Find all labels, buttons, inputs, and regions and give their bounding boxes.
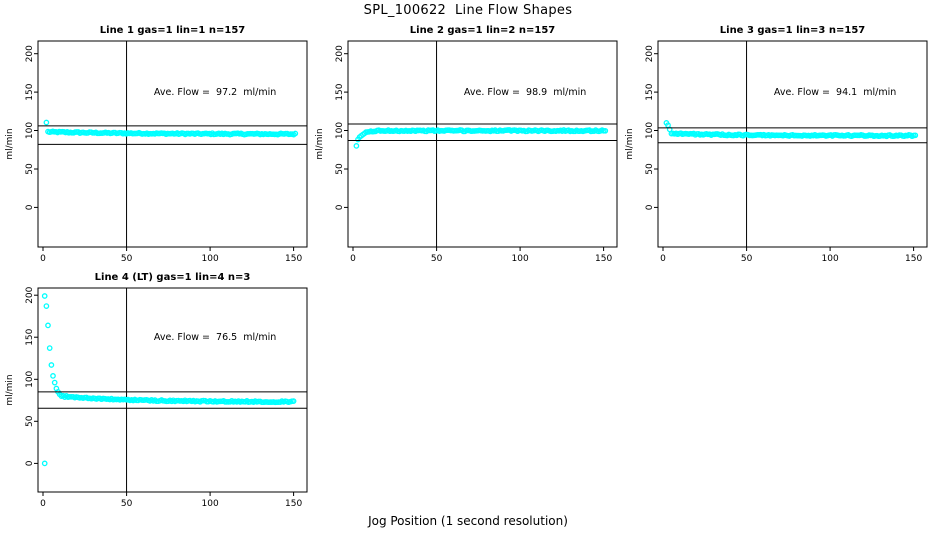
- panel-1: 0 50 100 150 0 50 100 150 200 ml/min Line 1 gas=1 …: [5, 25, 308, 264]
- panel-4: 0 50 100 150 0 50 100 150 200 ml/min Line 4 (LT) g…: [5, 272, 308, 509]
- svg-text:150: 150: [25, 83, 35, 100]
- svg-text:100: 100: [822, 254, 839, 264]
- ave-flow-annotation: Ave. Flow = 76.5 ml/min: [154, 332, 276, 343]
- svg-text:50: 50: [25, 415, 35, 427]
- svg-text:0: 0: [40, 499, 46, 509]
- svg-text:150: 150: [335, 83, 345, 100]
- svg-text:150: 150: [595, 254, 612, 264]
- svg-text:50: 50: [25, 163, 35, 175]
- svg-text:100: 100: [202, 254, 219, 264]
- svg-text:100: 100: [25, 122, 35, 139]
- panel-title: Line 4 (LT) gas=1 lin=4 n=3: [95, 272, 251, 283]
- svg-text:100: 100: [335, 122, 345, 139]
- svg-text:150: 150: [285, 499, 302, 509]
- svg-text:100: 100: [202, 499, 219, 509]
- svg-text:150: 150: [905, 254, 922, 264]
- svg-text:50: 50: [121, 254, 133, 264]
- svg-text:0: 0: [645, 204, 655, 210]
- panel-title: Line 1 gas=1 lin=1 n=157: [100, 25, 246, 36]
- svg-text:200: 200: [25, 286, 35, 303]
- y-axis-unit: ml/min: [5, 128, 15, 159]
- svg-text:200: 200: [645, 45, 655, 62]
- svg-text:150: 150: [285, 254, 302, 264]
- y-axis-unit: ml/min: [625, 128, 635, 159]
- svg-text:0: 0: [660, 254, 666, 264]
- svg-text:0: 0: [40, 254, 46, 264]
- panel-title: Line 3 gas=1 lin=3 n=157: [720, 25, 866, 36]
- panel-3: 0 50 100 150 0 50 100 150 200 ml/min Line 3 gas=1 …: [625, 25, 928, 264]
- svg-text:100: 100: [645, 122, 655, 139]
- svg-text:0: 0: [25, 460, 35, 466]
- ave-flow-annotation: Ave. Flow = 97.2 ml/min: [154, 87, 276, 98]
- svg-text:0: 0: [350, 254, 356, 264]
- data-points: [353, 127, 609, 149]
- svg-text:50: 50: [121, 499, 133, 509]
- y-axis-unit: ml/min: [315, 128, 325, 159]
- figure-title: SPL_100622 Line Flow Shapes: [363, 3, 573, 18]
- svg-text:0: 0: [335, 204, 345, 210]
- x-axis-label: Jog Position (1 second resolution): [368, 514, 568, 528]
- data-points: [663, 120, 919, 140]
- svg-text:200: 200: [335, 45, 345, 62]
- ave-flow-annotation: Ave. Flow = 94.1 ml/min: [774, 87, 896, 98]
- svg-text:150: 150: [645, 83, 655, 100]
- svg-text:100: 100: [512, 254, 529, 264]
- y-axis-unit: ml/min: [5, 374, 15, 405]
- svg-text:150: 150: [25, 328, 35, 345]
- svg-text:0: 0: [25, 204, 35, 210]
- ave-flow-annotation: Ave. Flow = 98.9 ml/min: [464, 87, 586, 98]
- svg-text:50: 50: [335, 163, 345, 175]
- panel-2: 0 50 100 150 0 50 100 150 200 ml/min Line 2 gas=1 …: [315, 25, 618, 264]
- data-points: [43, 119, 299, 138]
- svg-text:100: 100: [25, 370, 35, 387]
- svg-text:50: 50: [741, 254, 753, 264]
- data-points: [41, 293, 297, 467]
- svg-text:50: 50: [645, 163, 655, 175]
- svg-text:200: 200: [25, 45, 35, 62]
- panel-title: Line 2 gas=1 lin=2 n=157: [410, 25, 556, 36]
- svg-text:50: 50: [431, 254, 443, 264]
